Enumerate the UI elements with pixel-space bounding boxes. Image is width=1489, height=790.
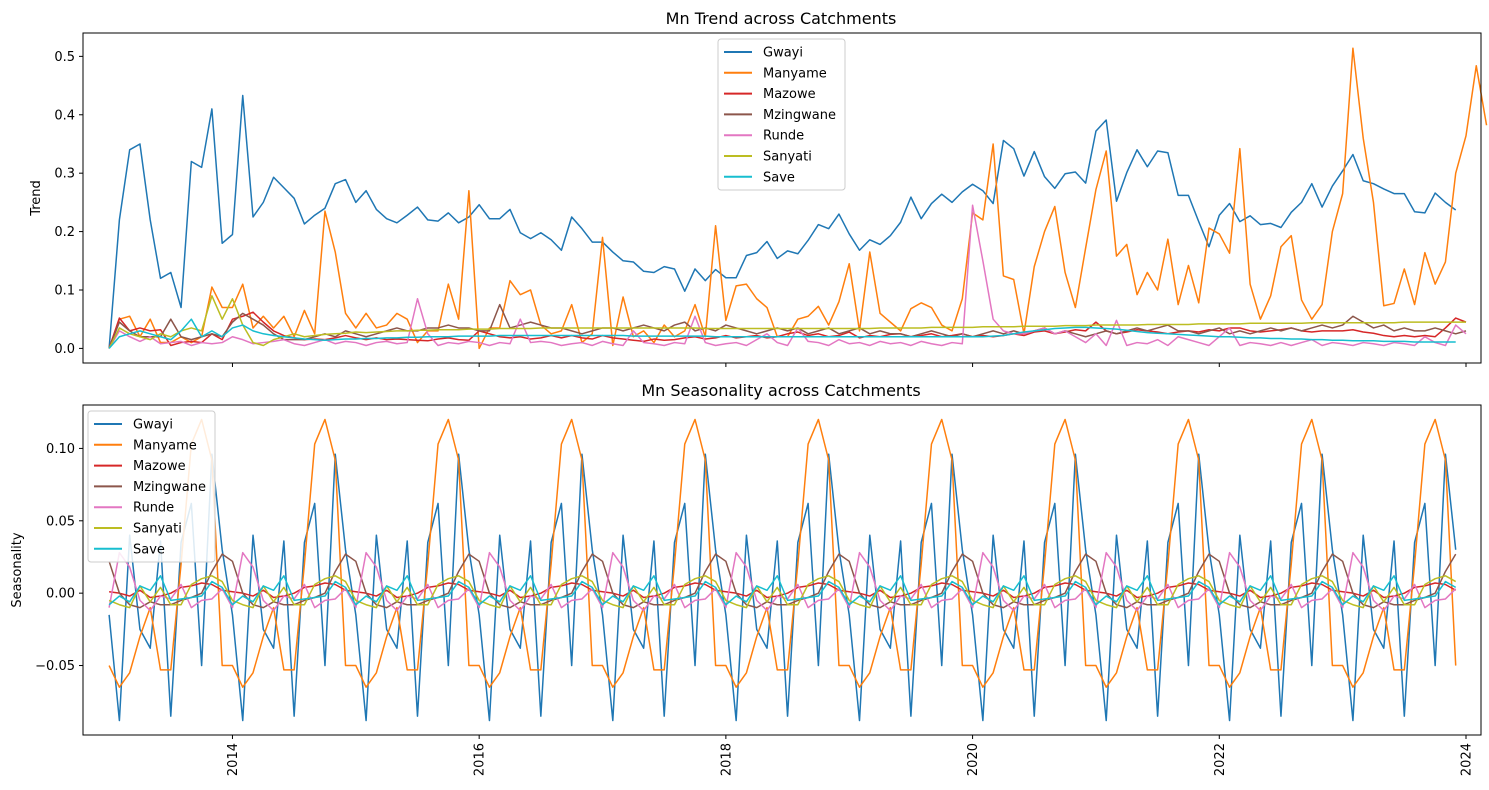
seasonality-series-mzingwane: [108, 553, 1457, 609]
trend-series-mzingwane: [108, 303, 1467, 349]
seasonality-legend-label-manyame: Manyame: [133, 438, 197, 453]
seasonality-ytick-label: 0.10: [46, 442, 75, 457]
trend-series-group: [108, 47, 1488, 350]
trend-series-save: [108, 318, 1456, 349]
trend-ytick-label: 0.0: [54, 342, 75, 357]
trend-ytick-label: 0.1: [54, 283, 75, 298]
trend-legend-label-manyame: Manyame: [763, 66, 827, 81]
seasonality-ytick-label: 0.00: [46, 587, 75, 602]
seasonality-legend-label-sanyati: Sanyati: [133, 522, 182, 537]
seasonality-series-gwayi: [108, 453, 1457, 722]
seasonality-legend-label-mazowe: Mazowe: [133, 459, 186, 474]
trend-ylabel: Trend: [29, 180, 44, 217]
seasonality-series-sanyati: [108, 575, 1457, 609]
trend-series-gwayi: [108, 94, 1457, 349]
trend-series-manyame: [108, 47, 1488, 350]
trend-plot-frame: [82, 32, 1482, 364]
seasonality-legend-label-gwayi: Gwayi: [133, 418, 173, 433]
trend-legend-label-mzingwane: Mzingwane: [763, 108, 836, 123]
trend-xaxis: [231, 363, 1467, 367]
seasonality-ytick-label: 0.05: [46, 514, 75, 529]
seasonality-xtick-label: 2014: [226, 743, 241, 776]
seasonality-ylabel: Seasonality: [10, 532, 25, 607]
seasonality-xtick-label: 2020: [966, 743, 981, 776]
seasonality-series-runde: [108, 551, 1457, 612]
seasonality-xtick-label: 2024: [1459, 743, 1474, 776]
seasonality-series-group: [108, 418, 1457, 722]
trend-legend-label-save: Save: [763, 170, 795, 185]
trend-title: Mn Trend across Catchments: [666, 9, 897, 28]
seasonality-series-manyame: [108, 418, 1457, 688]
trend-panel: Mn Trend across Catchments Trend 0.00.10…: [29, 9, 1488, 367]
seasonality-xtick-label: 2016: [473, 743, 488, 776]
trend-yaxis: 0.0 0.1 0.2 0.3 0.4 0.5: [54, 50, 83, 357]
seasonality-plot-frame: [82, 404, 1482, 736]
seasonality-yaxis: −0.05 0.00 0.05 0.10: [35, 442, 83, 674]
seasonality-legend-box: [87, 410, 216, 563]
trend-legend: Gwayi Manyame Mazowe Mzingwane Runde Sanyati S…: [717, 38, 846, 191]
trend-series-mazowe: [108, 311, 1467, 349]
trend-legend-label-runde: Runde: [763, 129, 804, 144]
trend-legend-label-mazowe: Mazowe: [763, 87, 816, 102]
trend-legend-label-gwayi: Gwayi: [763, 46, 803, 61]
trend-legend-box: [717, 38, 846, 191]
seasonality-series-save: [108, 575, 1457, 606]
trend-series-sanyati: [108, 295, 1466, 349]
trend-ytick-label: 0.5: [54, 50, 75, 65]
trend-series-runde: [108, 204, 1467, 349]
seasonality-ytick-label: −0.05: [35, 659, 75, 674]
trend-ytick-label: 0.3: [54, 167, 75, 182]
seasonality-legend-label-save: Save: [133, 542, 165, 557]
seasonality-legend-label-mzingwane: Mzingwane: [133, 480, 206, 495]
seasonality-xtick-label: 2022: [1213, 743, 1228, 776]
seasonality-panel: Mn Seasonality across Catchments Seasona…: [10, 381, 1482, 776]
trend-ytick-label: 0.2: [54, 225, 75, 240]
seasonality-xtick-label: 2018: [719, 743, 734, 776]
seasonality-xaxis: 2014 2016 2018 2020 2022 2024: [226, 735, 1474, 776]
seasonality-legend: Gwayi Manyame Mazowe Mzingwane Runde Sanyati S…: [87, 410, 216, 563]
seasonality-title: Mn Seasonality across Catchments: [641, 381, 920, 400]
trend-legend-label-sanyati: Sanyati: [763, 150, 812, 165]
seasonality-legend-label-runde: Runde: [133, 501, 174, 516]
trend-ytick-label: 0.4: [54, 108, 75, 123]
